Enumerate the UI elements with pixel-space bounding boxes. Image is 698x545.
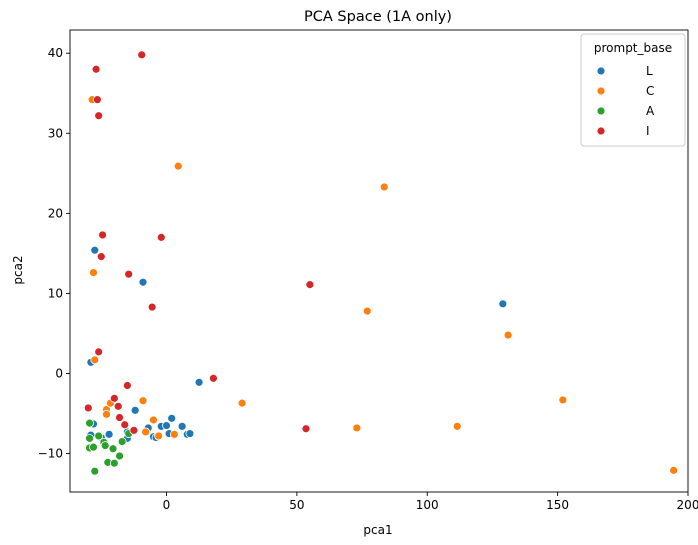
legend-box <box>580 33 686 147</box>
data-point-C <box>503 330 513 340</box>
legend-entry-I: I <box>596 124 650 138</box>
data-point-C <box>141 427 151 437</box>
data-point-A <box>109 458 119 468</box>
series-C <box>87 95 679 475</box>
data-point-C <box>237 398 247 408</box>
plot-area-frame <box>69 29 689 493</box>
data-point-I <box>147 302 157 312</box>
data-point-L <box>194 377 204 387</box>
data-point-L <box>177 421 187 431</box>
data-point-I <box>91 64 101 74</box>
y-tick-label: 40 <box>48 46 63 60</box>
data-point-C <box>173 161 183 171</box>
legend-label: L <box>646 64 653 78</box>
data-point-I <box>98 230 107 240</box>
data-point-L <box>138 277 148 287</box>
data-point-A <box>117 437 127 446</box>
data-point-L <box>185 429 195 438</box>
data-point-I <box>115 413 124 422</box>
chart-title: PCA Space (1A only) <box>304 9 452 25</box>
data-point-C <box>149 415 158 425</box>
data-point-C <box>669 465 679 475</box>
y-tick-label: 20 <box>48 206 63 220</box>
data-point-C <box>90 355 100 365</box>
y-tick-label: 0 <box>55 366 63 380</box>
data-point-C <box>452 421 462 431</box>
x-tick-label: 0 <box>163 498 171 512</box>
data-point-C <box>138 396 148 406</box>
data-point-C <box>352 423 362 433</box>
data-point-A <box>115 451 124 461</box>
data-point-L <box>162 421 171 430</box>
data-point-C <box>362 306 372 316</box>
data-point-C <box>558 395 568 405</box>
x-tick-label: 200 <box>677 498 698 512</box>
data-point-L <box>104 429 114 439</box>
legend-marker <box>596 126 606 136</box>
data-point-I <box>156 232 166 242</box>
series-I <box>83 50 315 435</box>
data-point-I <box>94 111 104 121</box>
data-point-A <box>89 442 98 452</box>
data-point-C <box>379 182 389 192</box>
y-axis-label: pca2 <box>11 255 25 284</box>
legend-marker <box>596 86 606 96</box>
x-tick-label: 50 <box>289 498 304 512</box>
axis-ticks: 0 50 100 150 200 −10 0 10 20 30 40 <box>38 46 698 512</box>
legend-entry-A: A <box>596 104 655 118</box>
data-point-I <box>137 50 147 60</box>
data-point-L <box>130 405 140 415</box>
data-point-I <box>94 347 104 357</box>
y-tick-label: −10 <box>38 447 63 461</box>
data-point-I <box>122 381 132 390</box>
data-point-I <box>209 373 218 383</box>
data-point-L <box>498 299 508 309</box>
data-point-I <box>120 420 130 430</box>
legend-title: prompt_base <box>594 41 672 55</box>
data-point-C <box>154 431 164 441</box>
data-point-A <box>100 441 110 450</box>
data-point-C <box>169 429 179 439</box>
x-tick-label: 150 <box>546 498 569 512</box>
data-point-L <box>167 413 177 423</box>
data-point-A <box>108 444 118 454</box>
data-point-I <box>124 269 134 279</box>
x-axis-label: pca1 <box>363 523 392 537</box>
legend-marker <box>596 66 606 76</box>
data-point-I <box>113 401 123 411</box>
data-point-I <box>96 252 106 261</box>
legend-label: I <box>646 124 650 138</box>
legend-label: A <box>646 104 655 118</box>
data-point-I <box>92 95 102 105</box>
data-point-A <box>90 466 100 476</box>
data-point-C <box>89 268 98 278</box>
y-tick-label: 30 <box>48 126 63 140</box>
legend-entry-C: C <box>596 84 654 98</box>
data-point-I <box>83 403 93 413</box>
y-tick-label: 10 <box>48 286 63 300</box>
series-L <box>86 245 508 443</box>
data-point-I <box>305 280 315 290</box>
legend-marker <box>596 106 606 116</box>
data-point-L <box>90 245 100 255</box>
legend-entry-L: L <box>596 64 653 78</box>
x-tick-label: 100 <box>416 498 439 512</box>
data-point-C <box>102 409 111 419</box>
series-A <box>85 418 134 476</box>
points-layer <box>83 50 679 476</box>
data-point-I <box>109 393 119 403</box>
data-point-I <box>129 425 139 435</box>
data-point-A <box>85 418 94 428</box>
data-point-A <box>85 433 94 443</box>
legend-label: C <box>646 84 654 98</box>
data-point-I <box>301 424 311 434</box>
data-point-A <box>94 431 104 441</box>
